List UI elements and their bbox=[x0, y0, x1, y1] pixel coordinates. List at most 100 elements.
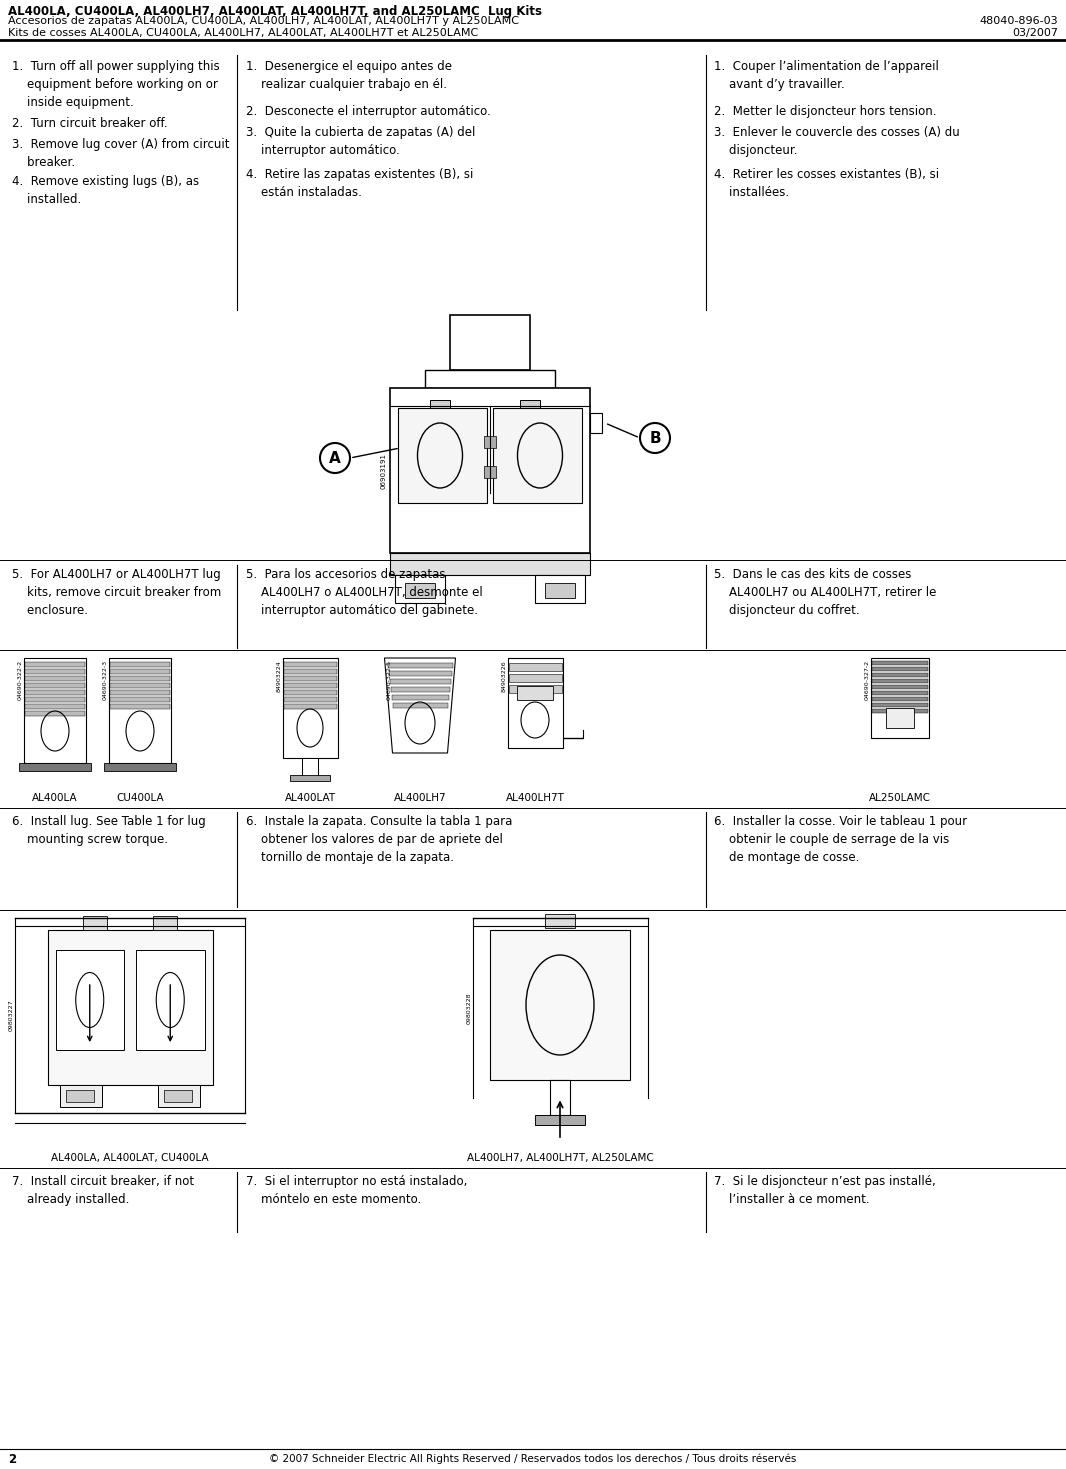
Text: 2: 2 bbox=[9, 1453, 16, 1466]
FancyBboxPatch shape bbox=[110, 676, 169, 682]
FancyBboxPatch shape bbox=[25, 668, 85, 674]
Text: 3.  Enlever le couvercle des cosses (A) du
    disjoncteur.: 3. Enlever le couvercle des cosses (A) d… bbox=[714, 126, 959, 157]
FancyBboxPatch shape bbox=[25, 663, 85, 667]
FancyBboxPatch shape bbox=[284, 696, 337, 702]
FancyBboxPatch shape bbox=[104, 762, 176, 771]
FancyBboxPatch shape bbox=[110, 690, 169, 695]
Text: 09803227: 09803227 bbox=[9, 1000, 14, 1031]
FancyBboxPatch shape bbox=[390, 552, 589, 574]
Text: 06903191: 06903191 bbox=[381, 452, 387, 489]
FancyBboxPatch shape bbox=[65, 1090, 94, 1102]
FancyBboxPatch shape bbox=[520, 400, 540, 411]
FancyBboxPatch shape bbox=[25, 690, 85, 695]
FancyBboxPatch shape bbox=[545, 914, 575, 928]
FancyBboxPatch shape bbox=[390, 388, 589, 552]
FancyBboxPatch shape bbox=[284, 676, 337, 682]
FancyBboxPatch shape bbox=[109, 658, 171, 762]
Text: 7.  Si el interruptor no está instalado,
    móntelo en este momento.: 7. Si el interruptor no está instalado, … bbox=[246, 1175, 467, 1206]
FancyBboxPatch shape bbox=[391, 695, 449, 701]
Text: 04690-322-5: 04690-322-5 bbox=[387, 660, 391, 701]
Text: Accesorios de zapatas AL400LA, CU400LA, AL400LH7, AL400LAT, AL400LH7T y AL250LAM: Accesorios de zapatas AL400LA, CU400LA, … bbox=[9, 16, 519, 26]
FancyBboxPatch shape bbox=[545, 583, 575, 598]
FancyBboxPatch shape bbox=[517, 686, 553, 701]
FancyBboxPatch shape bbox=[872, 673, 928, 677]
FancyBboxPatch shape bbox=[110, 663, 169, 667]
Text: 1.  Couper l’alimentation de l’appareil
    avant d’y travailler.: 1. Couper l’alimentation de l’appareil a… bbox=[714, 60, 939, 91]
Text: 4.  Retire las zapatas existentes (B), si
    están instaladas.: 4. Retire las zapatas existentes (B), si… bbox=[246, 167, 473, 198]
Text: 4.  Remove existing lugs (B), as
    installed.: 4. Remove existing lugs (B), as installe… bbox=[12, 175, 199, 206]
FancyBboxPatch shape bbox=[19, 762, 91, 771]
FancyBboxPatch shape bbox=[872, 704, 928, 707]
FancyBboxPatch shape bbox=[872, 710, 928, 712]
Text: 84903224: 84903224 bbox=[276, 660, 281, 692]
FancyBboxPatch shape bbox=[284, 668, 337, 674]
Text: 48040-896-03: 48040-896-03 bbox=[980, 16, 1057, 26]
FancyBboxPatch shape bbox=[163, 1090, 192, 1102]
Text: 7.  Install circuit breaker, if not
    already installed.: 7. Install circuit breaker, if not alrea… bbox=[12, 1175, 194, 1206]
Text: 1.  Desenergice el equipo antes de
    realizar cualquier trabajo en él.: 1. Desenergice el equipo antes de realiz… bbox=[246, 60, 452, 91]
FancyBboxPatch shape bbox=[25, 676, 85, 682]
FancyBboxPatch shape bbox=[390, 687, 450, 692]
FancyBboxPatch shape bbox=[872, 690, 928, 695]
FancyBboxPatch shape bbox=[284, 704, 337, 710]
Text: 3.  Quite la cubierta de zapatas (A) del
    interruptor automático.: 3. Quite la cubierta de zapatas (A) del … bbox=[246, 126, 475, 157]
FancyBboxPatch shape bbox=[484, 435, 496, 448]
FancyBboxPatch shape bbox=[110, 683, 169, 687]
FancyBboxPatch shape bbox=[425, 370, 555, 388]
Text: 2.  Metter le disjoncteur hors tension.: 2. Metter le disjoncteur hors tension. bbox=[714, 104, 937, 118]
Text: AL400LA: AL400LA bbox=[32, 793, 78, 804]
Text: 6.  Installer la cosse. Voir le tableau 1 pour
    obtenir le couple de serrage : 6. Installer la cosse. Voir le tableau 1… bbox=[714, 815, 967, 864]
FancyBboxPatch shape bbox=[392, 704, 448, 708]
Text: 04690-322-3: 04690-322-3 bbox=[103, 660, 108, 701]
FancyBboxPatch shape bbox=[302, 758, 318, 776]
FancyBboxPatch shape bbox=[154, 917, 177, 930]
Text: AL400LA, AL400LAT, CU400LA: AL400LA, AL400LAT, CU400LA bbox=[51, 1153, 209, 1163]
FancyBboxPatch shape bbox=[284, 663, 337, 667]
Text: 6.  Instale la zapata. Consulte la tabla 1 para
    obtener los valores de par d: 6. Instale la zapata. Consulte la tabla … bbox=[246, 815, 513, 864]
Text: 04690-327-2: 04690-327-2 bbox=[865, 660, 870, 701]
FancyBboxPatch shape bbox=[25, 696, 85, 702]
Text: 03/2007: 03/2007 bbox=[1012, 28, 1057, 38]
FancyBboxPatch shape bbox=[492, 408, 582, 502]
FancyBboxPatch shape bbox=[589, 413, 602, 433]
FancyBboxPatch shape bbox=[450, 314, 530, 370]
FancyBboxPatch shape bbox=[508, 674, 562, 682]
FancyBboxPatch shape bbox=[405, 583, 435, 598]
FancyBboxPatch shape bbox=[507, 658, 563, 748]
FancyBboxPatch shape bbox=[60, 1086, 101, 1108]
FancyBboxPatch shape bbox=[284, 683, 337, 687]
FancyBboxPatch shape bbox=[872, 661, 928, 665]
FancyBboxPatch shape bbox=[872, 679, 928, 683]
Text: 1.  Turn off all power supplying this
    equipment before working on or
    ins: 1. Turn off all power supplying this equ… bbox=[12, 60, 220, 109]
FancyBboxPatch shape bbox=[284, 690, 337, 695]
Text: 84903226: 84903226 bbox=[501, 660, 506, 692]
Text: Kits de cosses AL400LA, CU400LA, AL400LH7, AL400LAT, AL400LH7T et AL250LAMC: Kits de cosses AL400LA, CU400LA, AL400LH… bbox=[9, 28, 479, 38]
Text: AL400LAT: AL400LAT bbox=[285, 793, 336, 804]
FancyBboxPatch shape bbox=[430, 400, 450, 411]
Text: A: A bbox=[329, 451, 341, 466]
Polygon shape bbox=[385, 658, 455, 754]
Text: 3.  Remove lug cover (A) from circuit
    breaker.: 3. Remove lug cover (A) from circuit bre… bbox=[12, 138, 229, 169]
Text: 09803228: 09803228 bbox=[467, 992, 471, 1024]
Text: 2.  Turn circuit breaker off.: 2. Turn circuit breaker off. bbox=[12, 118, 167, 129]
FancyBboxPatch shape bbox=[388, 663, 452, 668]
FancyBboxPatch shape bbox=[110, 704, 169, 710]
Text: 5.  Para los accesorios de zapatas
    AL400LH7 o AL400LH7T, desmonte el
    int: 5. Para los accesorios de zapatas AL400L… bbox=[246, 569, 483, 617]
Text: B: B bbox=[649, 430, 661, 445]
FancyBboxPatch shape bbox=[395, 574, 445, 602]
FancyBboxPatch shape bbox=[535, 574, 585, 602]
Text: AL400LH7: AL400LH7 bbox=[393, 793, 447, 804]
FancyBboxPatch shape bbox=[290, 776, 330, 782]
FancyBboxPatch shape bbox=[490, 930, 630, 1080]
Text: AL400LH7T: AL400LH7T bbox=[505, 793, 564, 804]
FancyBboxPatch shape bbox=[282, 658, 338, 758]
FancyBboxPatch shape bbox=[550, 1080, 570, 1115]
FancyBboxPatch shape bbox=[25, 704, 85, 710]
FancyBboxPatch shape bbox=[136, 950, 205, 1050]
Text: 2.  Desconecte el interruptor automático.: 2. Desconecte el interruptor automático. bbox=[246, 104, 490, 118]
FancyBboxPatch shape bbox=[25, 683, 85, 687]
FancyBboxPatch shape bbox=[48, 930, 212, 1086]
Text: © 2007 Schneider Electric All Rights Reserved / Reservados todos los derechos / : © 2007 Schneider Electric All Rights Res… bbox=[270, 1453, 796, 1463]
FancyBboxPatch shape bbox=[508, 663, 562, 671]
FancyBboxPatch shape bbox=[389, 679, 451, 685]
